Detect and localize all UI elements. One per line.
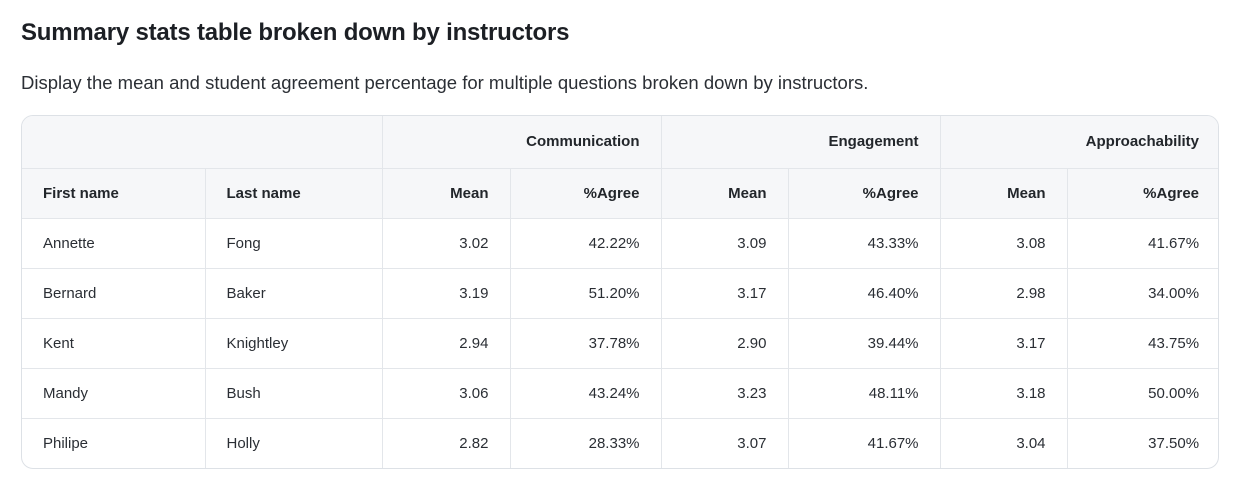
cell-engagement-mean: 3.07 [661,418,789,468]
cell-approachability-mean: 3.17 [940,318,1068,369]
cell-engagement-mean: 3.17 [661,268,789,319]
table-body: Annette Fong 3.02 42.22% 3.09 43.33% 3.0… [22,218,1218,468]
column-header-communication-mean[interactable]: Mean [382,168,511,219]
table-row: Philipe Holly 2.82 28.33% 3.07 41.67% 3.… [22,418,1218,468]
cell-first-name: Philipe [22,418,206,468]
cell-approachability-mean: 2.98 [940,268,1068,319]
cell-engagement-mean: 3.09 [661,218,789,269]
table-row: Annette Fong 3.02 42.22% 3.09 43.33% 3.0… [22,218,1218,269]
cell-communication-mean: 3.06 [382,368,511,419]
column-header-row: First name Last name Mean %Agree Mean %A… [22,168,1218,219]
cell-first-name: Mandy [22,368,206,419]
table-row: Bernard Baker 3.19 51.20% 3.17 46.40% 2.… [22,268,1218,319]
cell-communication-agree: 42.22% [510,218,662,269]
cell-approachability-mean: 3.08 [940,218,1068,269]
column-header-first-name[interactable]: First name [22,168,206,219]
cell-approachability-mean: 3.04 [940,418,1068,468]
cell-engagement-agree: 39.44% [788,318,941,369]
cell-engagement-mean: 2.90 [661,318,789,369]
cell-communication-agree: 28.33% [510,418,662,468]
page-description: Display the mean and student agreement p… [21,72,869,93]
cell-engagement-agree: 46.40% [788,268,941,319]
cell-communication-mean: 2.94 [382,318,511,369]
cell-engagement-mean: 3.23 [661,368,789,419]
summary-table-container: Communication Engagement Approachability… [21,115,1219,469]
table-row: Mandy Bush 3.06 43.24% 3.23 48.11% 3.18 … [22,368,1218,419]
group-header-blank [22,116,383,169]
cell-communication-agree: 37.78% [510,318,662,369]
summary-stats-table: Communication Engagement Approachability… [22,116,1218,468]
cell-last-name: Bush [205,368,383,419]
cell-last-name: Baker [205,268,383,319]
cell-communication-mean: 3.19 [382,268,511,319]
column-header-last-name[interactable]: Last name [205,168,383,219]
cell-communication-mean: 3.02 [382,218,511,269]
cell-first-name: Annette [22,218,206,269]
cell-approachability-agree: 37.50% [1148,434,1200,452]
page-title: Summary stats table broken down by instr… [21,19,570,46]
cell-last-name: Fong [205,218,383,269]
column-header-approachability-agree[interactable]: %Agree [1067,168,1218,219]
column-header-communication-agree[interactable]: %Agree [510,168,662,219]
cell-first-name: Bernard [22,268,206,319]
cell-approachability-mean: 3.18 [940,368,1068,419]
cell-approachability-agree: 41.67% [1067,218,1218,269]
cell-communication-agree: 51.20% [510,268,662,319]
cell-approachability-agree: 50.00% [1067,368,1218,419]
cell-engagement-agree: 41.67% [788,418,941,468]
cell-engagement-agree: 43.33% [788,218,941,269]
group-header-row: Communication Engagement Approachability [22,116,1218,169]
cell-communication-mean: 2.82 [382,418,511,468]
column-header-engagement-agree[interactable]: %Agree [788,168,941,219]
cell-last-name: Holly [205,418,383,468]
cell-communication-agree: 43.24% [510,368,662,419]
group-header-engagement: Engagement [661,116,941,169]
cell-first-name: Kent [22,318,206,369]
group-header-communication: Communication [382,116,662,169]
cell-approachability-agree: 43.75% [1067,318,1218,369]
group-header-approachability: Approachability [940,116,1218,169]
table-row: Kent Knightley 2.94 37.78% 2.90 39.44% 3… [22,318,1218,369]
column-header-approachability-mean[interactable]: Mean [940,168,1068,219]
cell-approachability-agree: 34.00% [1067,268,1218,319]
column-header-engagement-mean[interactable]: Mean [661,168,789,219]
cell-engagement-agree: 48.11% [788,368,941,419]
cell-last-name: Knightley [205,318,383,369]
